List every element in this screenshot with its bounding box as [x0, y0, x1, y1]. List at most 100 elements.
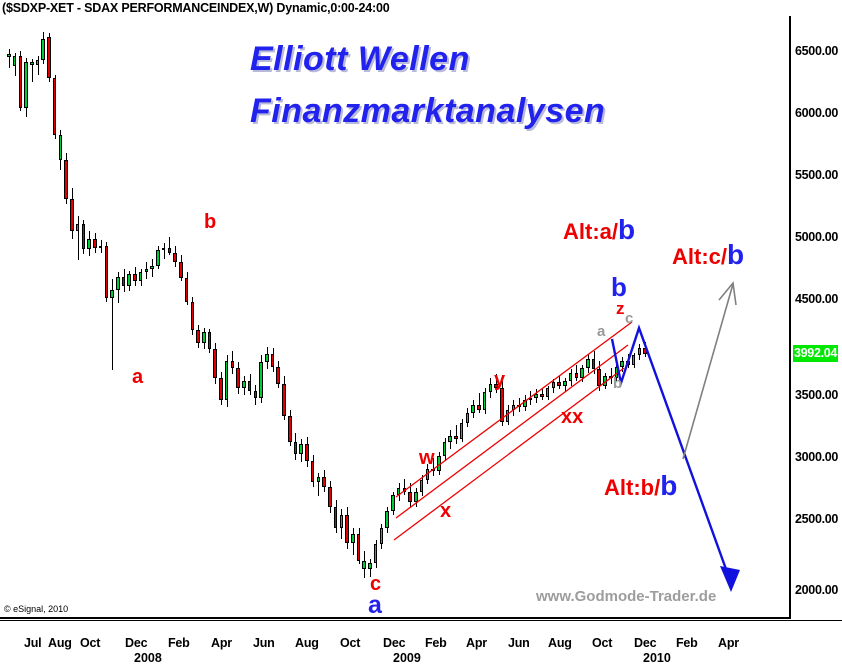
channel-line-middle	[395, 344, 629, 519]
candle-body-up	[379, 528, 384, 544]
candle-body-up	[631, 355, 636, 365]
candle-body-up	[362, 560, 367, 569]
candle-body-up	[201, 332, 206, 344]
wave-label-c-grey: c	[625, 310, 634, 327]
alt-a-prefix: Alt:a/	[563, 219, 618, 244]
copyright-text: © eSignal, 2010	[4, 604, 69, 614]
candle-body-up	[115, 276, 120, 290]
y-tick-5000: 5000.00	[795, 230, 839, 244]
candle-body-down	[540, 394, 544, 397]
candle-body-down	[104, 245, 109, 298]
wave-label-c-red: c	[370, 573, 382, 595]
x-tick-aug2: Aug	[295, 636, 319, 650]
y-tick-5500: 5500.00	[795, 168, 839, 182]
x-year-2010: 2010	[643, 651, 671, 665]
candle-body-down	[310, 460, 315, 483]
candle-body-up	[87, 238, 91, 250]
x-tick-dec2: Dec	[383, 636, 406, 650]
wave-label-b-red: b	[204, 211, 217, 233]
candle-body-up	[373, 543, 378, 563]
candle-wick	[32, 59, 33, 82]
chart-plot-frame	[0, 16, 791, 618]
candle-body-down	[121, 276, 126, 287]
alt-b-prefix: Alt:b/	[604, 475, 661, 500]
x-axis-line	[0, 617, 791, 619]
candle-body-up	[12, 55, 17, 67]
candle-body-up	[24, 61, 28, 108]
x-tick-aug3: Aug	[548, 636, 572, 650]
wave-label-z-red: z	[616, 299, 625, 318]
candle-body-down	[253, 390, 258, 398]
candle-body-down	[81, 224, 86, 250]
candle-body-down	[477, 404, 481, 410]
candle-body-down	[52, 78, 57, 136]
x-axis-line-outer	[0, 620, 842, 621]
candle-body-up	[459, 422, 464, 440]
x-tick-jun: Jun	[253, 636, 275, 650]
candle-body-up	[482, 391, 487, 410]
y-tick-6500: 6500.00	[795, 44, 839, 58]
candle-body-down	[454, 435, 458, 440]
candle-body-up	[465, 413, 470, 423]
page-title-line1: Elliott Wellen	[250, 40, 470, 78]
watermark-text: www.Godmode-Trader.de	[536, 588, 717, 605]
channel-line-lower	[393, 367, 625, 541]
candle-body-down	[293, 441, 298, 454]
candle-body-up	[41, 39, 46, 61]
x-tick-feb2: Feb	[425, 636, 447, 650]
candle-body-up	[545, 388, 550, 397]
candle-body-up	[391, 495, 395, 511]
alt-a-label: Alt:a/b	[563, 216, 635, 244]
candle-wick	[112, 278, 113, 371]
x-tick-dec3: Dec	[634, 636, 657, 650]
candle-body-up	[30, 61, 34, 66]
candle-body-up	[259, 362, 263, 398]
candle-body-down	[236, 368, 240, 389]
x-tick-apr3: Apr	[718, 636, 739, 650]
candle-wick	[169, 237, 170, 256]
candle-body-down	[64, 160, 68, 200]
candle-wick	[164, 243, 165, 259]
candle-body-down	[328, 486, 332, 508]
candle-wick	[479, 393, 480, 414]
candle-body-up	[471, 404, 475, 414]
y-tick-2500: 2500.00	[795, 512, 839, 526]
candle-body-down	[190, 301, 195, 331]
x-tick-apr: Apr	[211, 636, 232, 650]
candle-body-up	[150, 265, 154, 270]
candle-body-up	[620, 360, 624, 367]
candle-body-down	[557, 382, 561, 386]
candle-body-down	[574, 372, 579, 378]
candle-body-down	[591, 358, 596, 370]
x-tick-jul: Jul	[24, 636, 42, 650]
candle-body-down	[173, 252, 177, 263]
x-tick-feb: Feb	[168, 636, 190, 650]
x-tick-jun2: Jun	[508, 636, 530, 650]
channel-line-upper	[395, 321, 633, 498]
wave-label-x: x	[440, 500, 452, 522]
wave-label-y: y	[494, 369, 506, 391]
candle-body-down	[18, 55, 23, 108]
candle-body-up	[58, 135, 63, 161]
candle-body-up	[35, 60, 40, 66]
projection-arrowhead-blue	[720, 566, 740, 592]
candle-body-down	[345, 515, 349, 543]
candle-body-up	[637, 347, 642, 355]
x-tick-oct3: Oct	[592, 636, 613, 650]
y-tick-3500: 3500.00	[795, 388, 839, 402]
wave-label-xx: xx	[561, 406, 584, 428]
wave-label-b-grey: b	[613, 375, 623, 392]
x-year-2008: 2008	[134, 651, 162, 665]
candle-wick	[611, 368, 612, 384]
current-price-tag: 3992.04	[793, 345, 839, 362]
candle-body-up	[156, 250, 160, 266]
candle-body-up	[522, 400, 527, 408]
candle-body-up	[586, 358, 590, 369]
candle-body-up	[224, 360, 229, 401]
alt-c-prefix: Alt:c/	[672, 244, 727, 269]
candle-body-down	[322, 477, 326, 487]
candle-body-up	[7, 54, 11, 57]
candle-body-down	[270, 353, 275, 367]
candle-wick	[542, 388, 543, 401]
